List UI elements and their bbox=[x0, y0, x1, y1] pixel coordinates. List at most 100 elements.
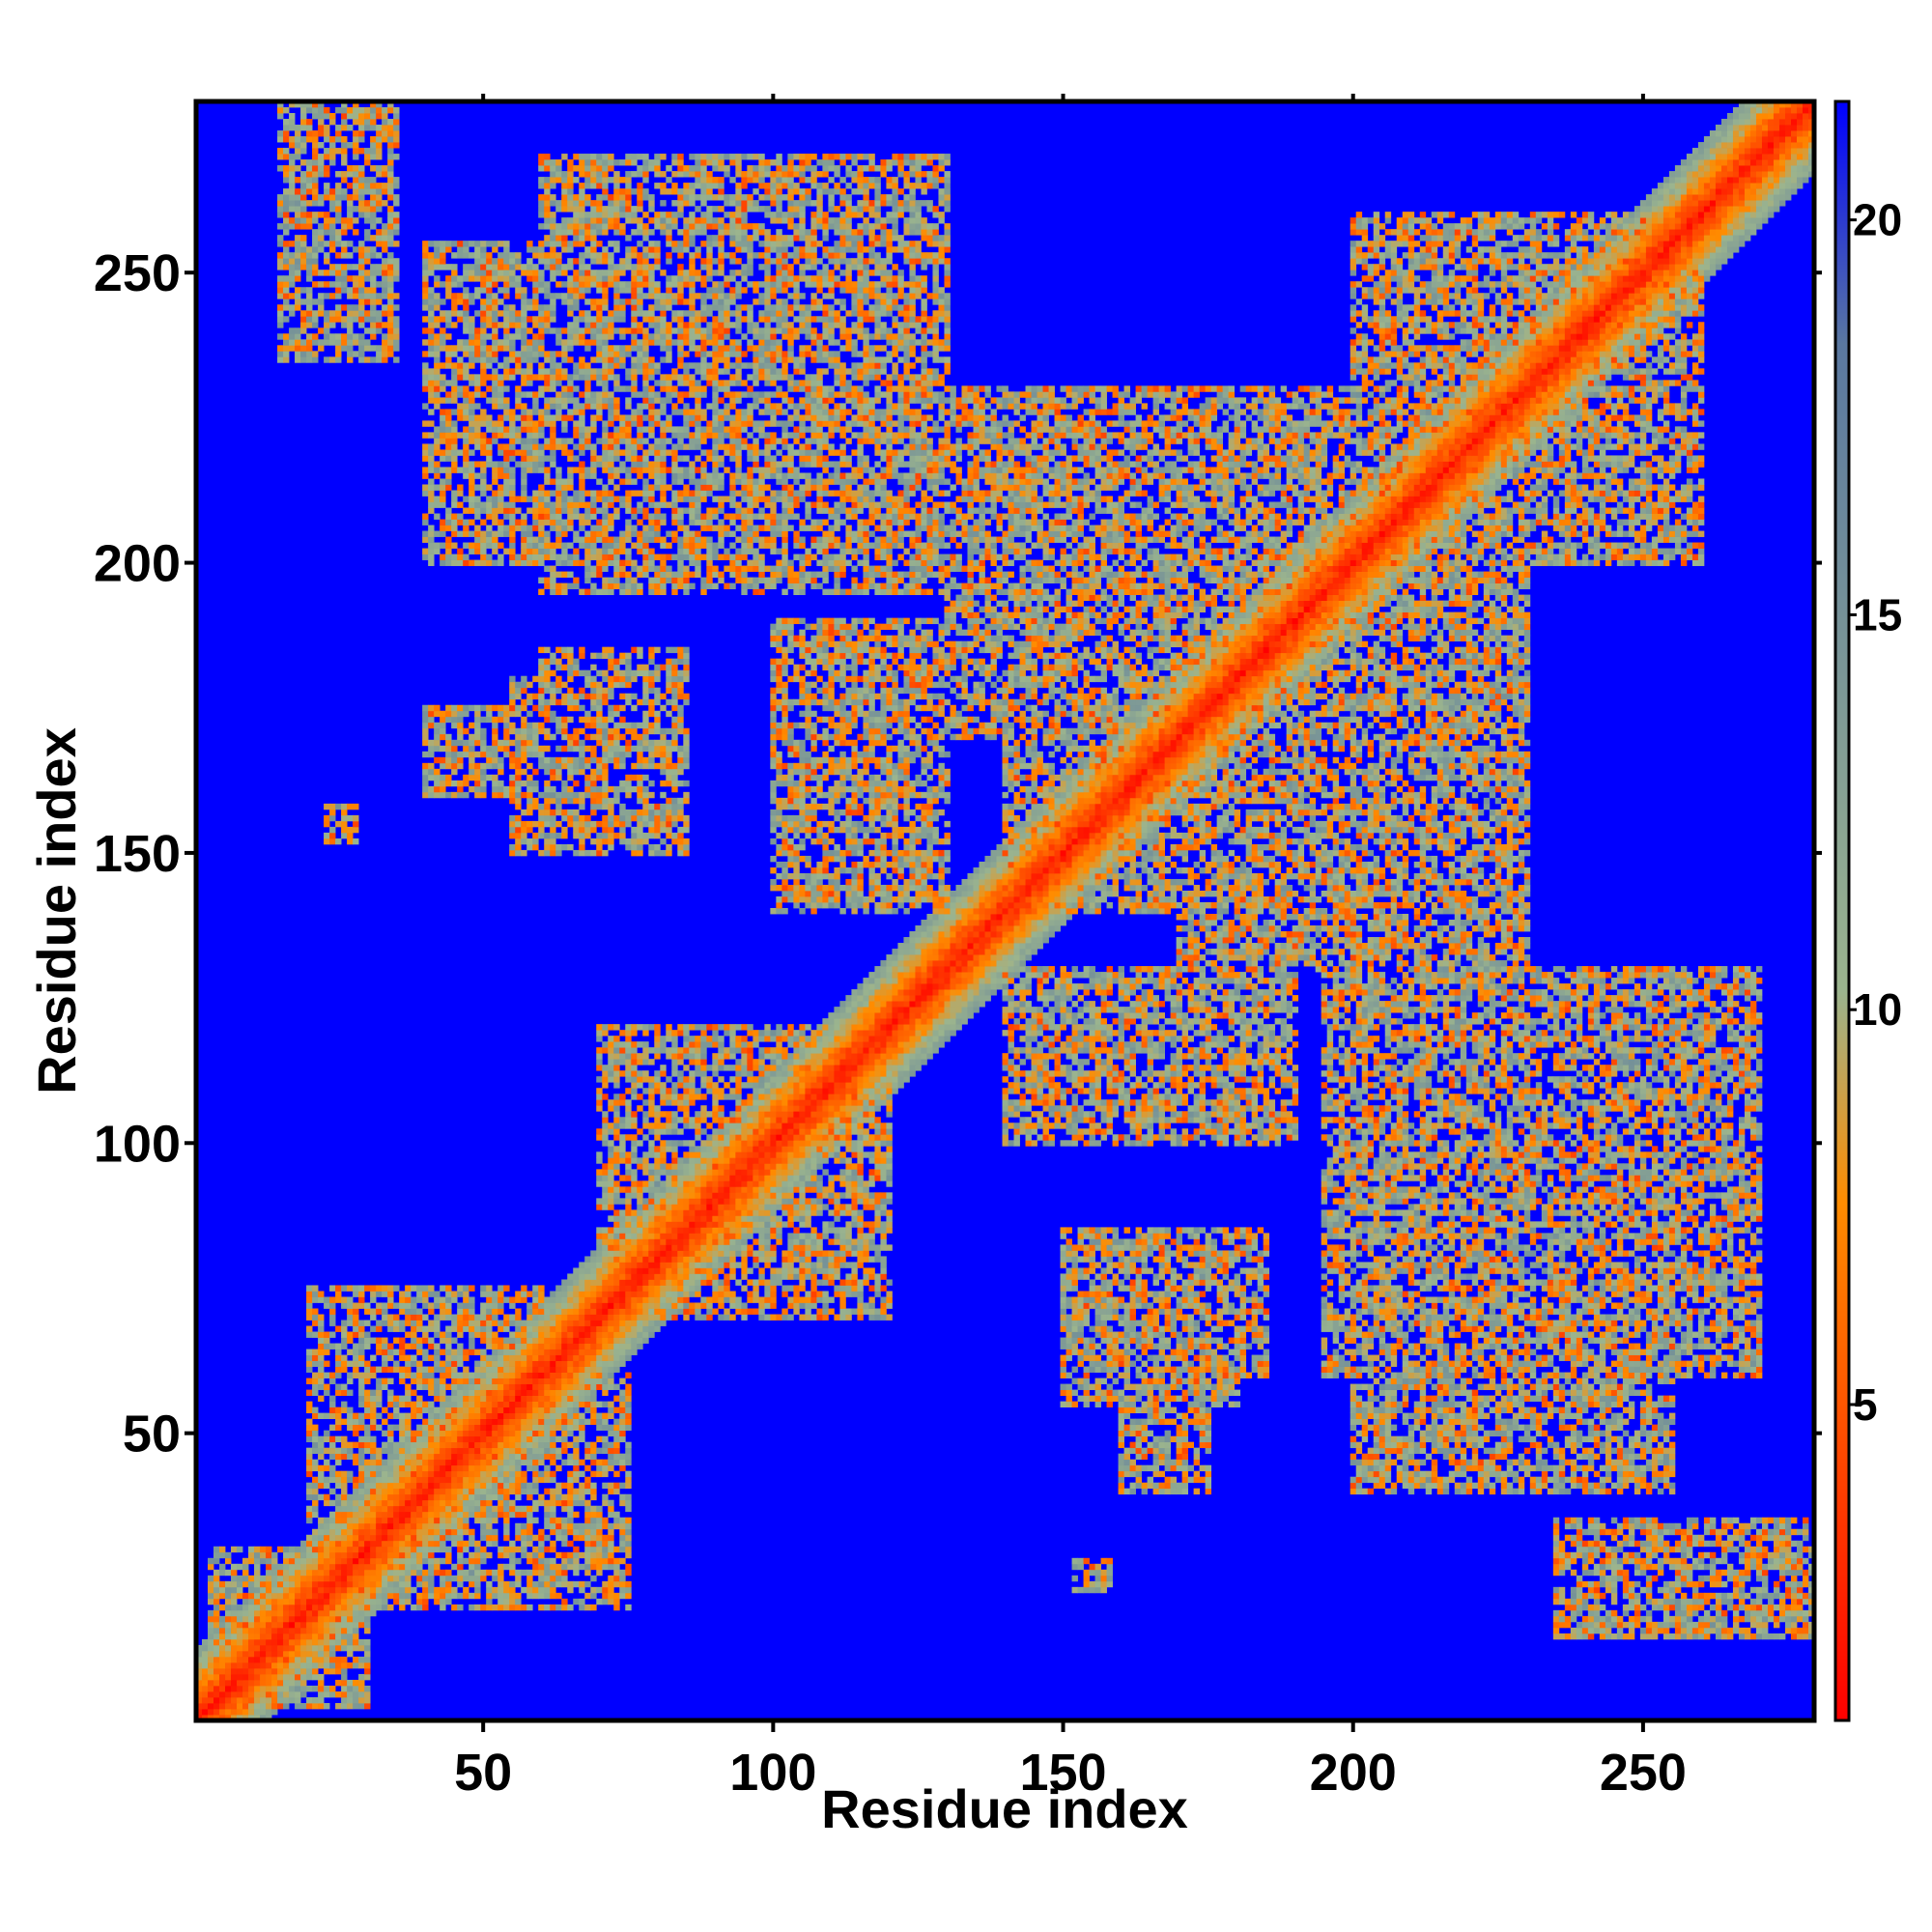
heatmap-cell bbox=[1761, 1633, 1769, 1640]
heatmap-cell bbox=[486, 1453, 493, 1461]
heatmap-cell bbox=[445, 1534, 452, 1542]
heatmap-cell bbox=[1123, 1464, 1130, 1472]
heatmap-cell bbox=[1668, 1360, 1676, 1367]
heatmap-cell bbox=[573, 1534, 580, 1542]
heatmap-cell bbox=[335, 1546, 342, 1553]
heatmap-cell bbox=[1170, 1378, 1177, 1384]
heatmap-cell bbox=[405, 1366, 412, 1373]
heatmap-cell bbox=[1541, 1412, 1548, 1420]
heatmap-cell bbox=[387, 1505, 394, 1513]
heatmap-cell bbox=[411, 1343, 417, 1350]
heatmap-cell bbox=[1541, 1476, 1548, 1484]
heatmap-cell bbox=[1691, 1598, 1699, 1605]
heatmap-cell bbox=[1732, 1528, 1740, 1536]
heatmap-cell bbox=[370, 1580, 377, 1588]
heatmap-cell bbox=[1367, 1488, 1375, 1495]
heatmap-cell bbox=[1118, 1482, 1124, 1490]
heatmap-cell bbox=[1205, 1366, 1212, 1373]
heatmap-cell bbox=[1460, 1435, 1467, 1443]
heatmap-cell bbox=[474, 1476, 481, 1484]
heatmap-cell bbox=[376, 1499, 383, 1507]
heatmap-cell bbox=[370, 1493, 377, 1501]
heatmap-cell bbox=[306, 1453, 313, 1461]
heatmap-cell bbox=[289, 1546, 296, 1553]
heatmap-cell bbox=[457, 1493, 464, 1501]
heatmap-cell bbox=[208, 1557, 214, 1565]
heatmap-cell bbox=[561, 1360, 568, 1367]
heatmap-cell bbox=[434, 1378, 440, 1384]
heatmap-cell bbox=[1419, 1383, 1427, 1390]
heatmap-cell bbox=[544, 1354, 551, 1361]
heatmap-cell bbox=[440, 1366, 446, 1373]
heatmap-cell bbox=[584, 1592, 591, 1600]
heatmap-cell bbox=[399, 1395, 406, 1402]
heatmap-cell bbox=[567, 1511, 574, 1519]
heatmap-cell bbox=[625, 1343, 632, 1350]
heatmap-cell bbox=[457, 1534, 464, 1542]
heatmap-cell bbox=[1732, 1575, 1740, 1582]
heatmap-cell bbox=[324, 1540, 330, 1548]
heatmap-cell bbox=[1454, 1447, 1462, 1455]
heatmap-cell bbox=[434, 1453, 440, 1461]
heatmap-cell bbox=[329, 1656, 336, 1663]
heatmap-cell bbox=[1605, 1575, 1612, 1582]
heatmap-cell bbox=[1193, 1383, 1201, 1390]
heatmap-cell bbox=[1564, 1459, 1572, 1466]
heatmap-cell bbox=[532, 1366, 539, 1373]
heatmap-cell bbox=[318, 1464, 325, 1472]
heatmap-cell bbox=[1755, 1586, 1763, 1594]
heatmap-cell bbox=[1778, 1557, 1786, 1565]
heatmap-cell bbox=[295, 1633, 301, 1640]
heatmap-cell bbox=[596, 1598, 603, 1605]
heatmap-cell bbox=[1152, 1406, 1159, 1414]
heatmap-cell bbox=[1512, 1366, 1520, 1373]
heatmap-cell bbox=[1761, 1569, 1769, 1577]
heatmap-cell bbox=[434, 1511, 440, 1519]
heatmap-cell bbox=[486, 1401, 493, 1408]
heatmap-cell bbox=[329, 1488, 336, 1495]
heatmap-cell bbox=[1442, 1435, 1450, 1443]
heatmap-cell bbox=[1564, 1401, 1572, 1408]
heatmap-cell bbox=[393, 1412, 400, 1420]
heatmap-cell bbox=[1790, 1621, 1798, 1629]
heatmap-cell bbox=[1552, 1546, 1560, 1553]
heatmap-cell bbox=[1454, 1435, 1462, 1443]
heatmap-cell bbox=[492, 1470, 498, 1478]
heatmap-cell bbox=[1083, 1401, 1090, 1408]
heatmap-cell bbox=[387, 1476, 394, 1484]
heatmap-cell bbox=[416, 1557, 423, 1565]
heatmap-cell bbox=[312, 1424, 319, 1432]
heatmap-cell bbox=[561, 1534, 568, 1542]
heatmap-cell bbox=[208, 1679, 214, 1687]
heatmap-cell bbox=[440, 1459, 446, 1466]
heatmap-cell bbox=[324, 1430, 330, 1437]
heatmap-cell bbox=[399, 1522, 406, 1530]
heatmap-cell bbox=[497, 1354, 504, 1361]
heatmap-cell bbox=[300, 1592, 307, 1600]
heatmap-cell bbox=[457, 1383, 464, 1390]
heatmap-cell bbox=[579, 1522, 585, 1530]
heatmap-cell bbox=[463, 1499, 469, 1507]
heatmap-cell bbox=[1077, 1395, 1084, 1402]
heatmap-cell bbox=[521, 1459, 527, 1466]
heatmap-cell bbox=[573, 1424, 580, 1432]
heatmap-cell bbox=[1767, 1598, 1775, 1605]
heatmap-cell bbox=[1407, 1435, 1415, 1443]
heatmap-cell bbox=[329, 1604, 336, 1611]
heatmap-cell bbox=[306, 1482, 313, 1490]
heatmap-cell bbox=[1164, 1488, 1171, 1495]
heatmap-cell bbox=[1083, 1378, 1090, 1384]
heatmap-cell bbox=[1071, 1366, 1078, 1373]
heatmap-cell bbox=[1674, 1569, 1682, 1577]
heatmap-cell bbox=[1773, 1551, 1780, 1559]
heatmap-cell bbox=[1738, 1580, 1746, 1588]
heatmap-cell bbox=[1425, 1378, 1433, 1384]
heatmap-cell bbox=[399, 1557, 406, 1565]
heatmap-cell bbox=[324, 1563, 330, 1571]
heatmap-cell bbox=[1680, 1580, 1688, 1588]
heatmap-cell bbox=[1715, 1592, 1722, 1600]
heatmap-cell bbox=[509, 1354, 516, 1361]
heatmap-cell bbox=[434, 1349, 440, 1355]
heatmap-cell bbox=[1558, 1598, 1566, 1605]
heatmap-cell bbox=[1564, 1354, 1572, 1361]
